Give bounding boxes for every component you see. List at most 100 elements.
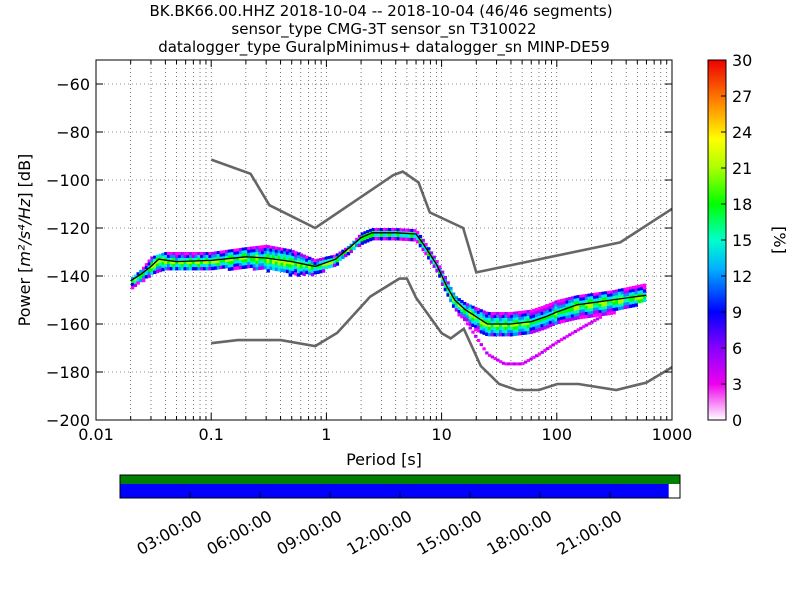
heatmap-cell (280, 253, 284, 258)
heatmap-cell (568, 311, 572, 316)
heatmap-cell (277, 253, 281, 257)
heatmap-cell (487, 324, 492, 328)
heatmap-cell (449, 289, 453, 294)
heatmap-cell (150, 256, 154, 260)
heatmap-cell (526, 312, 531, 317)
heatmap-cell (463, 313, 467, 318)
heatmap-cell (291, 262, 295, 266)
heatmap-cell (573, 298, 578, 303)
heatmap-cell (595, 310, 600, 314)
heatmap-cell (443, 284, 448, 289)
heatmap-cell (266, 266, 270, 270)
heatmap-cell (355, 243, 359, 248)
heatmap-cell (493, 357, 497, 361)
heatmap-cell (529, 330, 533, 335)
heatmap-cell (479, 321, 484, 325)
heatmap-cell (631, 291, 636, 296)
heatmap-cell (543, 326, 547, 330)
heatmap-cell (474, 324, 478, 329)
heatmap-cell (595, 301, 600, 305)
heatmap-cell (153, 270, 157, 275)
heatmap-cell (573, 295, 578, 300)
heatmap-cell (255, 260, 259, 265)
heatmap-cell (534, 310, 539, 315)
heatmap-cell (186, 252, 190, 256)
heatmap-cell (537, 318, 542, 323)
heatmap-cell (288, 273, 293, 277)
heatmap-cell (540, 324, 544, 328)
heatmap-cell (582, 303, 586, 307)
colorbar-tick-label: 3 (732, 375, 742, 394)
heatmap-cell (368, 237, 373, 242)
heatmap-cell (576, 304, 580, 308)
heatmap-cell (288, 249, 293, 253)
heatmap-cell (584, 323, 589, 327)
heatmap-cell (579, 309, 583, 314)
time-tick-label: 12:00:00 (343, 506, 415, 558)
heatmap-cell (609, 308, 614, 312)
x-axis: 0.01 0.1 1 10 100 1000 (78, 60, 692, 444)
heatmap-cell (637, 299, 641, 304)
heatmap-cell (213, 257, 218, 261)
heatmap-cell (593, 292, 597, 297)
heatmap-cell (631, 303, 636, 308)
heatmap-cell (576, 328, 580, 332)
heatmap-cell (606, 308, 611, 313)
heatmap-cell (618, 306, 622, 311)
heatmap-cell (158, 262, 162, 267)
heatmap-cell (255, 266, 259, 271)
heatmap-cell (283, 266, 287, 270)
heatmap-cell (410, 234, 414, 239)
heatmap-cell (247, 249, 251, 254)
heatmap-cell (255, 248, 259, 253)
heatmap-cells (130, 228, 647, 366)
heatmap-cell (606, 293, 611, 298)
y-axis-label-suffix: ] [dB] (15, 154, 34, 199)
heatmap-cell (310, 272, 315, 277)
heatmap-cell (308, 268, 312, 273)
heatmap-cell (310, 266, 315, 271)
heatmap-cell (629, 286, 633, 290)
heatmap-cell (305, 264, 309, 269)
heatmap-cell (576, 298, 580, 302)
heatmap-cell (546, 325, 550, 329)
heatmap-cell (612, 304, 616, 309)
heatmap-cell (548, 305, 553, 310)
heatmap-cell (429, 257, 434, 261)
heatmap-cell (568, 308, 572, 313)
heatmap-cell (202, 258, 207, 262)
heatmap-cell (153, 267, 157, 272)
heatmap-cell (249, 264, 254, 268)
heatmap-cell (618, 294, 622, 299)
heatmap-cell (454, 305, 459, 309)
heatmap-cell (216, 266, 221, 270)
heatmap-cell (595, 317, 600, 321)
heatmap-cell (507, 321, 511, 325)
heatmap-cell (274, 261, 279, 266)
heatmap-cell (344, 250, 348, 255)
heatmap-cell (532, 355, 536, 359)
heatmap-cell (142, 272, 146, 277)
heatmap-cell (485, 351, 489, 355)
heatmap-cell (233, 248, 237, 253)
heatmap-cell (468, 319, 472, 323)
heatmap-cell (551, 343, 555, 347)
heatmap-cell (454, 302, 459, 306)
heatmap-cell (139, 275, 143, 280)
heatmap-cell (609, 305, 614, 309)
x-tick-label: 1 (321, 425, 331, 444)
heatmap-cell (609, 299, 614, 303)
heatmap-cell (180, 258, 185, 262)
heatmap-cell (418, 243, 423, 248)
heatmap-cell (272, 255, 276, 259)
heatmap-cell (183, 264, 187, 268)
heatmap-cell (208, 267, 212, 271)
heatmap-cell (507, 330, 511, 334)
heatmap-cell (642, 289, 647, 294)
heatmap-cell (150, 268, 154, 272)
heatmap-cell (213, 263, 218, 267)
heatmap-cell (352, 240, 356, 245)
heatmap-cell (507, 327, 511, 331)
heatmap-cell (338, 251, 342, 255)
